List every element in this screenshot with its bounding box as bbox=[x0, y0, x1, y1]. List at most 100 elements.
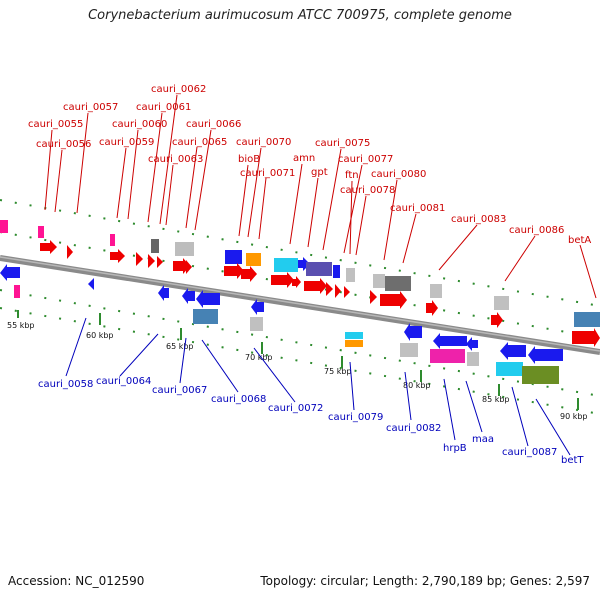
gene-block-gray[interactable] bbox=[151, 239, 159, 253]
gene-arrow-red[interactable] bbox=[491, 312, 503, 328]
gene-label[interactable]: cauri_0075 bbox=[315, 138, 370, 149]
gene-arrow-blue[interactable] bbox=[158, 285, 169, 301]
gene-label[interactable]: gpt bbox=[311, 167, 328, 178]
gene-label[interactable]: cauri_0083 bbox=[451, 214, 506, 225]
gene-label[interactable]: bioB bbox=[238, 154, 260, 165]
gene-arrow-red[interactable] bbox=[572, 328, 600, 347]
gene-label[interactable]: cauri_0058 bbox=[38, 379, 93, 390]
gene-arrow-red[interactable] bbox=[426, 300, 438, 316]
gene-label[interactable]: cauri_0082 bbox=[386, 423, 441, 434]
gene-label[interactable]: cauri_0077 bbox=[338, 154, 393, 165]
gene-block-lightgray[interactable] bbox=[494, 296, 509, 310]
forward-features bbox=[0, 220, 600, 347]
leader-line bbox=[165, 164, 174, 226]
gene-label[interactable]: cauri_0060 bbox=[112, 119, 167, 130]
gene-arrow-red[interactable] bbox=[224, 263, 244, 279]
gene-block-blue[interactable] bbox=[333, 265, 340, 278]
gene-label[interactable]: cauri_0068 bbox=[211, 394, 266, 405]
gene-arrow-red[interactable] bbox=[292, 276, 301, 288]
pseudo-gene-block[interactable] bbox=[14, 285, 20, 298]
gene-arrow-red[interactable] bbox=[380, 291, 407, 309]
gene-arrow-blue[interactable] bbox=[298, 257, 310, 271]
gene-block-steelblue[interactable] bbox=[193, 309, 218, 324]
gene-arrow-red[interactable] bbox=[148, 254, 155, 268]
gene-block-lightgray[interactable] bbox=[373, 274, 385, 288]
gene-block-lightgray[interactable] bbox=[400, 343, 418, 357]
gene-arrow-blue[interactable] bbox=[0, 264, 20, 281]
gene-block-steelblue[interactable] bbox=[574, 312, 600, 327]
gene-arrow-red[interactable] bbox=[304, 278, 327, 294]
gene-label[interactable]: cauri_0072 bbox=[268, 403, 323, 414]
gene-label[interactable]: cauri_0067 bbox=[152, 385, 207, 396]
gene-arrow-red[interactable] bbox=[136, 252, 143, 266]
pseudo-gene-block[interactable] bbox=[38, 226, 44, 238]
gene-label[interactable]: cauri_0055 bbox=[28, 119, 83, 130]
gene-block-cyan[interactable] bbox=[274, 258, 298, 272]
gene-label[interactable]: cauri_0063 bbox=[148, 154, 203, 165]
gene-label[interactable]: maa bbox=[472, 434, 494, 445]
gene-label[interactable]: cauri_0079 bbox=[328, 412, 383, 423]
gene-label[interactable]: cauri_0065 bbox=[172, 137, 227, 148]
gene-arrow-red[interactable] bbox=[335, 284, 341, 298]
gene-arrow-red[interactable] bbox=[186, 260, 192, 274]
gene-arrow-blue[interactable] bbox=[433, 333, 467, 349]
gene-label[interactable]: cauri_0062 bbox=[151, 84, 206, 95]
gene-label[interactable]: cauri_0087 bbox=[502, 447, 557, 458]
gene-arrow-red[interactable] bbox=[173, 258, 190, 274]
gene-label[interactable]: cauri_0056 bbox=[36, 139, 91, 150]
gene-label[interactable]: cauri_0081 bbox=[390, 203, 445, 214]
gene-arrow-blue[interactable] bbox=[251, 299, 264, 315]
gene-block-lightgray[interactable] bbox=[175, 242, 194, 256]
gene-block-olive[interactable] bbox=[522, 366, 559, 384]
gene-label[interactable]: cauri_0080 bbox=[371, 169, 426, 180]
pseudo-gene-block[interactable] bbox=[110, 234, 115, 246]
gene-label[interactable]: hrpB bbox=[443, 443, 467, 454]
gene-arrow-red[interactable] bbox=[157, 256, 163, 268]
gene-block-lightgray[interactable] bbox=[467, 352, 479, 366]
gene-label[interactable]: ftn bbox=[345, 170, 359, 181]
gene-arrow-red[interactable] bbox=[344, 286, 350, 298]
gene-block-orange[interactable] bbox=[345, 340, 363, 347]
gene-label[interactable]: amn bbox=[293, 153, 315, 164]
gene-arrow-red[interactable] bbox=[40, 240, 57, 254]
outer-reverse-guide bbox=[0, 307, 600, 415]
gene-block-slateblue[interactable] bbox=[306, 262, 332, 276]
gene-block-lightgray[interactable] bbox=[430, 284, 442, 298]
pseudo-gene-block[interactable] bbox=[0, 220, 8, 233]
gene-arrow-blue[interactable] bbox=[528, 346, 563, 364]
gene-label[interactable]: cauri_0070 bbox=[236, 137, 291, 148]
gene-arrow-red[interactable] bbox=[271, 272, 294, 288]
gene-label[interactable]: cauri_0059 bbox=[99, 137, 154, 148]
gene-block-cyan[interactable] bbox=[496, 362, 523, 376]
gene-arrow-blue[interactable] bbox=[88, 278, 94, 290]
gene-arrow-blue[interactable] bbox=[196, 290, 220, 308]
gene-arrow-red[interactable] bbox=[370, 290, 377, 304]
gene-block-blue[interactable] bbox=[225, 250, 242, 264]
gene-block-magenta[interactable] bbox=[430, 349, 465, 363]
gene-label[interactable]: cauri_0086 bbox=[509, 225, 564, 236]
gene-label[interactable]: cauri_0061 bbox=[136, 102, 191, 113]
gene-arrow-red[interactable] bbox=[326, 282, 333, 296]
gene-arrow-red[interactable] bbox=[67, 245, 73, 259]
gene-label[interactable]: betT bbox=[561, 455, 584, 466]
gene-arrow-blue[interactable] bbox=[182, 288, 195, 304]
gene-block-cyan[interactable] bbox=[345, 332, 363, 339]
gene-label[interactable]: cauri_0066 bbox=[186, 119, 241, 130]
gene-block-lightgray[interactable] bbox=[346, 268, 355, 282]
leader-line bbox=[349, 361, 355, 411]
gene-arrow-blue[interactable] bbox=[404, 323, 422, 341]
scale-label: 80 kbp bbox=[403, 381, 431, 390]
gene-arrow-blue[interactable] bbox=[500, 342, 526, 360]
gene-label[interactable]: betA bbox=[568, 235, 591, 246]
gene-arrow-red[interactable] bbox=[241, 266, 257, 282]
gene-label[interactable]: cauri_0064 bbox=[96, 376, 151, 387]
gene-block-orange[interactable] bbox=[246, 253, 261, 266]
gene-arrow-blue[interactable] bbox=[466, 337, 478, 351]
gene-block-darkgray[interactable] bbox=[385, 276, 411, 291]
leader-line bbox=[289, 163, 303, 245]
gene-label[interactable]: cauri_0057 bbox=[63, 102, 118, 113]
gene-arrow-red[interactable] bbox=[110, 249, 125, 263]
gene-block-lightgray[interactable] bbox=[250, 317, 263, 331]
gene-label[interactable]: cauri_0071 bbox=[240, 168, 295, 179]
gene-label[interactable]: cauri_0078 bbox=[340, 185, 395, 196]
